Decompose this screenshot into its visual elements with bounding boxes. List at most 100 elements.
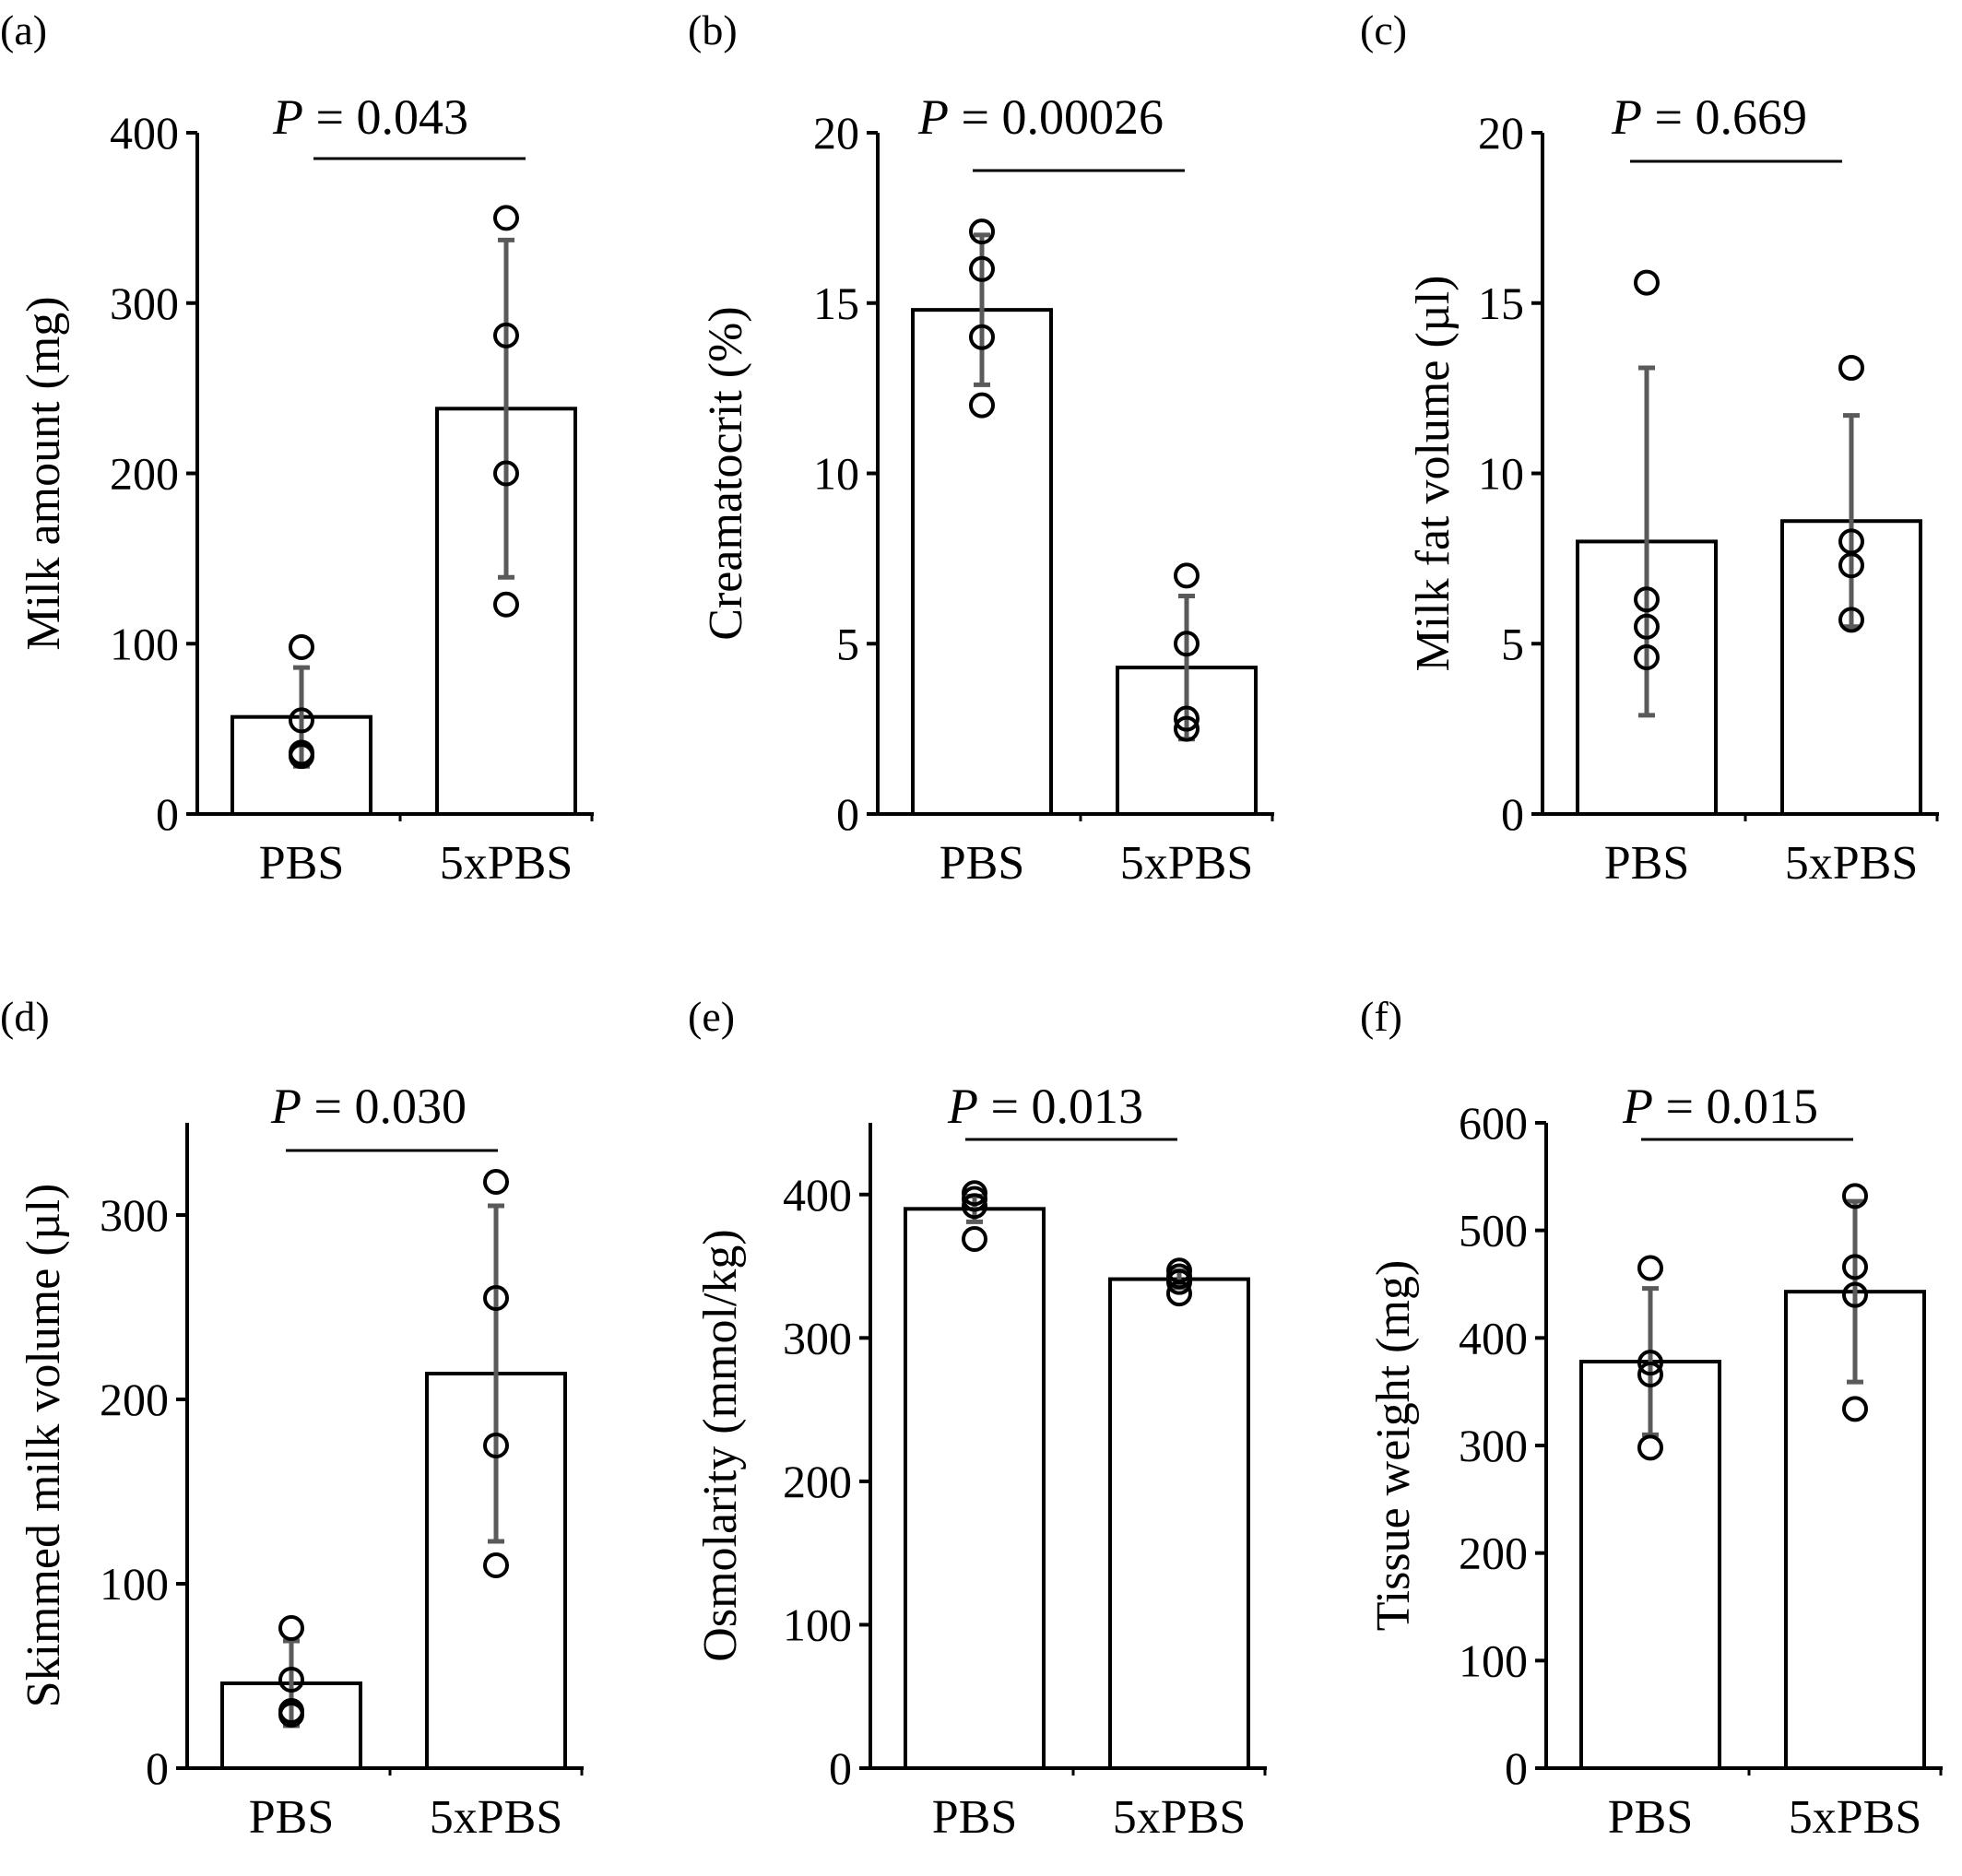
y-tick-label: 10: [813, 448, 859, 500]
p-value-label: P = 0.043: [272, 89, 468, 145]
x-tick-label: 5xPBS: [440, 837, 573, 890]
y-tick-label: 20: [813, 107, 859, 159]
data-point: [1166, 1268, 1192, 1295]
x-tick-label: PBS: [932, 1791, 1018, 1844]
y-tick-label: 400: [1459, 1312, 1528, 1363]
data-point: [1166, 1280, 1192, 1307]
data-point: [483, 1433, 509, 1458]
data-point: [1838, 552, 1864, 579]
data-point: [1842, 1183, 1868, 1209]
chart-panel-c: (c) 0 5 10 15 20 Milk fat volume (µl) PBS 5xPBS P…: [1360, 6, 1939, 890]
data-point: [1637, 1350, 1663, 1376]
panel-label: (f): [1360, 993, 1402, 1040]
x-tick-label: 5xPBS: [1785, 837, 1919, 890]
y-tick-label: 400: [783, 1169, 852, 1221]
y-axis-label: Creamatocrit (%): [700, 306, 752, 640]
data-point: [1174, 705, 1200, 732]
y-tick-label: 0: [829, 1742, 852, 1794]
data-point: [289, 707, 314, 734]
p-value-label: P = 0.013: [947, 1079, 1143, 1134]
y-tick-label: 300: [783, 1312, 852, 1363]
data-point: [1174, 715, 1200, 742]
data-point: [1174, 631, 1200, 657]
p-value-label: P = 0.030: [270, 1079, 467, 1134]
x-tick-label: PBS: [249, 1791, 335, 1844]
y-axis-label: Milk fat volume (µl): [1407, 276, 1460, 672]
x-tick-label: 5xPBS: [1113, 1791, 1247, 1844]
chart-panel-b: (b) 0 5 10 15 20 Creamatocrit (%) PBS 5xPBS P = 0…: [688, 6, 1274, 890]
data-point: [278, 1667, 304, 1693]
y-axis-label: Skimmed milk volume (µl): [18, 1184, 70, 1708]
panel-label: (e): [688, 993, 735, 1040]
p-value-label: P = 0.669: [1611, 89, 1807, 145]
data-point: [1838, 607, 1864, 633]
data-point: [483, 1552, 509, 1578]
y-tick-label: 200: [1459, 1528, 1528, 1579]
data-point: [483, 1285, 509, 1311]
x-tick-label: PBS: [1608, 1791, 1694, 1844]
x-tick-label: 5xPBS: [1789, 1791, 1922, 1844]
chart-panel-a: (a) 0 100 200 300 400 Milk amount (mg) PBS 5xPBS…: [0, 6, 594, 890]
y-tick-label: 100: [783, 1599, 852, 1650]
y-tick-label: 100: [110, 618, 179, 669]
data-point: [969, 218, 995, 245]
chart-panel-e: (e) 0 100 200 300 400 Osmolarity (mmol/kg) PBS 5…: [688, 993, 1267, 1844]
data-point: [1842, 1254, 1868, 1280]
y-tick-label: 10: [1478, 448, 1524, 500]
p-value-label: P = 0.00026: [917, 89, 1164, 145]
y-axis-label: Osmolarity (mmol/kg): [694, 1229, 747, 1661]
data-point: [1634, 586, 1660, 613]
data-point: [1634, 644, 1660, 671]
data-point: [278, 1698, 304, 1724]
data-point: [969, 255, 995, 282]
y-tick-label: 400: [110, 107, 179, 159]
data-point: [289, 743, 314, 770]
y-tick-label: 5: [836, 618, 859, 669]
panel-label: (b): [688, 6, 738, 53]
data-point: [962, 1193, 987, 1220]
y-tick-label: 100: [1459, 1634, 1528, 1686]
data-point: [278, 1615, 304, 1641]
y-tick-label: 300: [1459, 1420, 1528, 1471]
y-tick-label: 0: [146, 1742, 169, 1794]
bar-5xPBS: [1108, 1277, 1250, 1770]
data-point: [1637, 1255, 1663, 1281]
x-tick-label: PBS: [1604, 837, 1690, 890]
y-tick-label: 0: [836, 788, 859, 840]
p-value-label: P = 0.015: [1622, 1079, 1818, 1134]
data-point: [1842, 1281, 1868, 1308]
chart-panel-f: (f) 0 100 200 300 400 500 600 Tissue weight (mg)…: [1360, 993, 1943, 1844]
data-point: [1637, 1434, 1663, 1461]
x-tick-label: PBS: [940, 837, 1025, 890]
data-point: [1634, 269, 1660, 296]
data-point: [493, 322, 519, 348]
y-tick-label: 600: [1459, 1097, 1528, 1149]
data-point: [493, 591, 519, 618]
data-point: [289, 633, 314, 660]
y-tick-label: 15: [813, 277, 859, 329]
data-point: [962, 1226, 987, 1252]
y-tick-label: 500: [1459, 1205, 1528, 1257]
y-tick-label: 300: [100, 1189, 169, 1241]
y-tick-label: 0: [1501, 788, 1524, 840]
data-point: [1842, 1396, 1868, 1422]
y-tick-label: 100: [100, 1558, 169, 1610]
data-point: [1838, 354, 1864, 381]
data-point: [969, 324, 995, 350]
data-point: [483, 1169, 509, 1195]
panel-label: (c): [1360, 6, 1407, 53]
data-point: [962, 1186, 987, 1212]
panel-label: (a): [0, 6, 47, 53]
panel-label: (d): [0, 993, 50, 1040]
data-point: [1634, 613, 1660, 640]
y-tick-label: 0: [156, 788, 179, 840]
y-tick-label: 20: [1478, 107, 1524, 159]
data-point: [493, 205, 519, 231]
y-tick-label: 0: [1505, 1742, 1528, 1794]
y-tick-label: 300: [110, 277, 179, 329]
y-axis-label: Milk amount (mg): [18, 296, 70, 650]
y-tick-label: 200: [783, 1456, 852, 1507]
y-tick-label: 15: [1478, 277, 1524, 329]
bar-PBS: [904, 1207, 1046, 1771]
